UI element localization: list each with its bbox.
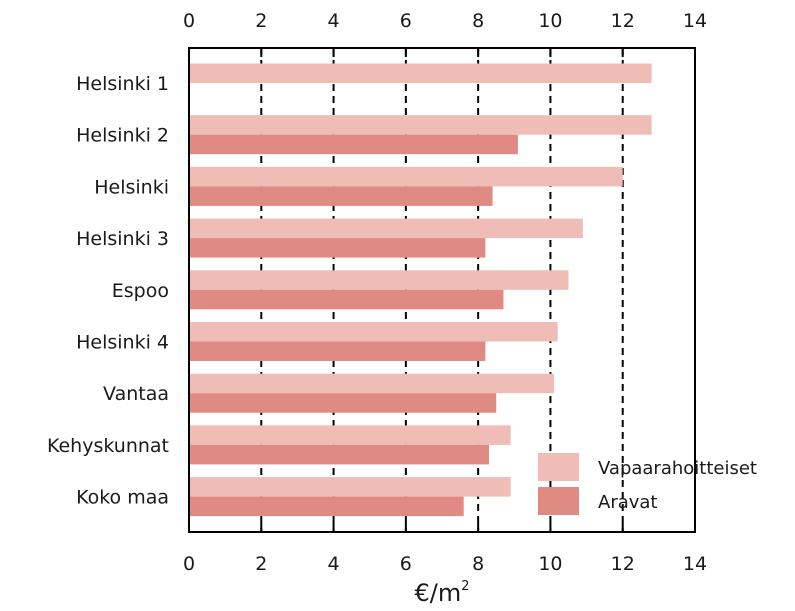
bar-aravat <box>189 289 504 310</box>
bar-aravat <box>189 496 464 517</box>
bar-vapaarahoitteiset <box>189 166 623 187</box>
category-label: Helsinki 3 <box>76 228 169 250</box>
top-tick-label: 12 <box>611 10 635 32</box>
bar-vapaarahoitteiset <box>189 115 652 135</box>
bar-vapaarahoitteiset <box>189 63 652 83</box>
bottom-tick-label: 8 <box>472 553 484 575</box>
legend-swatch <box>538 487 579 515</box>
bars <box>189 63 652 517</box>
axis-ticks: 0 0 2 2 4 4 6 6 8 8 10 10 12 12 14 14 <box>183 10 707 575</box>
bar-vapaarahoitteiset <box>189 373 555 394</box>
category-label: Helsinki 2 <box>76 125 169 147</box>
bottom-tick-label: 10 <box>538 553 562 575</box>
x-axis-unit: €/m <box>414 579 461 607</box>
category-label: Helsinki <box>94 176 169 198</box>
bottom-tick-label: 12 <box>611 553 635 575</box>
legend-label: Aravat <box>598 492 657 513</box>
category-label: Helsinki 1 <box>76 73 169 95</box>
top-tick-label: 10 <box>538 10 562 32</box>
bar-vapaarahoitteiset <box>189 477 511 497</box>
bar-aravat <box>189 238 486 258</box>
bar-aravat <box>189 393 497 413</box>
legend: Vapaarahoitteiset Aravat <box>538 453 757 515</box>
top-tick-label: 14 <box>683 10 707 32</box>
bar-aravat <box>189 444 489 465</box>
bottom-tick-label: 14 <box>683 553 707 575</box>
bottom-tick-label: 6 <box>400 553 412 575</box>
bottom-tick-label: 0 <box>183 553 195 575</box>
bar-vapaarahoitteiset <box>189 270 569 290</box>
bottom-tick-label: 4 <box>328 553 340 575</box>
bar-vapaarahoitteiset <box>189 425 511 445</box>
x-axis-superscript: 2 <box>461 579 469 594</box>
category-label: Vantaa <box>103 383 169 405</box>
category-label: Kehyskunnat <box>47 435 169 457</box>
top-tick-label: 2 <box>255 10 267 32</box>
bar-aravat <box>189 134 518 155</box>
category-labels: Helsinki 1 Helsinki 2 Helsinki Helsinki 3 Es… <box>47 73 169 509</box>
category-label: Helsinki 4 <box>76 332 169 354</box>
plot-frame <box>188 47 696 533</box>
top-tick-label: 4 <box>328 10 340 32</box>
top-tick-label: 8 <box>472 10 484 32</box>
category-label: Espoo <box>112 280 169 302</box>
bar-aravat <box>189 341 486 361</box>
bar-vapaarahoitteiset <box>189 322 558 342</box>
legend-swatch <box>538 453 579 481</box>
bar-aravat <box>189 186 493 206</box>
legend-label: Vapaarahoitteiset <box>598 458 757 479</box>
category-label: Koko maa <box>76 487 169 509</box>
bar-vapaarahoitteiset <box>189 218 583 239</box>
x-axis-label: €/m2 <box>414 579 469 607</box>
bottom-tick-label: 2 <box>255 553 267 575</box>
top-tick-label: 6 <box>400 10 412 32</box>
top-tick-label: 0 <box>183 10 195 32</box>
